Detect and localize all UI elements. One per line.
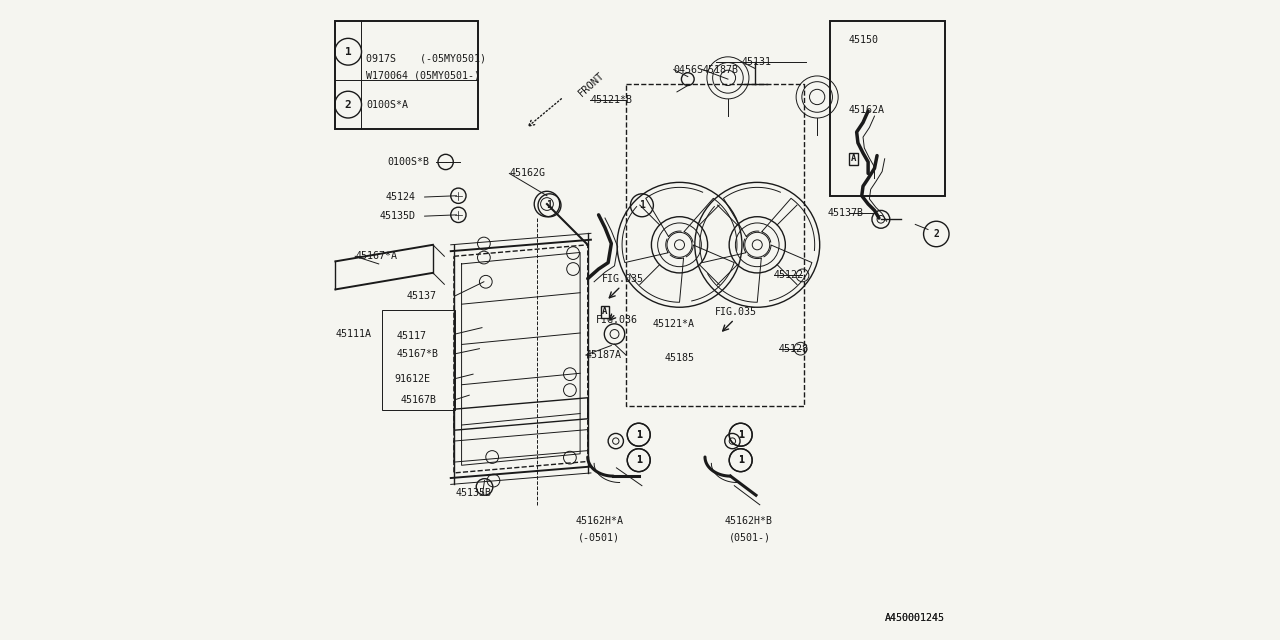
Text: 2: 2 (933, 229, 940, 239)
Text: 45167*B: 45167*B (397, 349, 439, 359)
Text: 45128: 45128 (780, 344, 809, 354)
Text: 1: 1 (737, 429, 744, 440)
Text: 45187A: 45187A (586, 350, 622, 360)
Text: 45162H*B: 45162H*B (724, 516, 772, 525)
Text: 45150: 45150 (849, 35, 879, 45)
Text: 45131: 45131 (742, 57, 772, 67)
Text: (-0501): (-0501) (579, 533, 621, 543)
Text: 45121*A: 45121*A (653, 319, 695, 330)
Text: 1: 1 (639, 200, 645, 211)
Text: 0100S*B: 0100S*B (388, 157, 430, 167)
Text: 45117: 45117 (397, 331, 426, 341)
Text: W170064 (05MY0501-): W170064 (05MY0501-) (366, 70, 480, 81)
Text: 0456S: 0456S (673, 65, 704, 75)
Text: 1: 1 (547, 200, 553, 211)
Text: 1: 1 (737, 429, 744, 440)
Text: A450001245: A450001245 (884, 613, 945, 623)
Text: 1: 1 (737, 455, 744, 465)
Text: 45124: 45124 (385, 192, 416, 202)
Text: 45162G: 45162G (509, 168, 545, 179)
Text: 1: 1 (636, 429, 641, 440)
Text: 45185: 45185 (664, 353, 694, 364)
Text: 2: 2 (344, 100, 352, 109)
Text: 1: 1 (636, 455, 641, 465)
Text: 45137B: 45137B (828, 208, 864, 218)
Text: (0501-): (0501-) (728, 533, 771, 543)
Bar (381, 310, 456, 410)
Text: A: A (851, 154, 856, 163)
Text: 45162A: 45162A (849, 105, 884, 115)
Text: FIG.035: FIG.035 (716, 307, 758, 317)
Text: 0917S    (-05MY0501): 0917S (-05MY0501) (366, 53, 486, 63)
Text: A: A (603, 307, 608, 316)
Text: 1: 1 (636, 429, 641, 440)
Text: 45135D: 45135D (380, 211, 416, 221)
Text: 91612E: 91612E (394, 374, 430, 383)
Text: 45167B: 45167B (401, 395, 436, 404)
Text: FRONT: FRONT (576, 70, 607, 99)
Text: 1: 1 (636, 455, 641, 465)
Bar (335, 20, 477, 129)
Text: 45121*B: 45121*B (590, 95, 632, 105)
Text: 45187B: 45187B (703, 65, 739, 75)
Text: 45137: 45137 (406, 291, 436, 301)
Text: FIG.035: FIG.035 (602, 273, 644, 284)
Text: 45122: 45122 (774, 270, 804, 280)
Text: 1: 1 (737, 455, 744, 465)
Bar (829, 20, 945, 196)
Text: 1: 1 (344, 47, 352, 57)
Text: 45167*A: 45167*A (355, 252, 397, 261)
Text: 0100S*A: 0100S*A (366, 100, 408, 109)
Text: 45135B: 45135B (456, 488, 492, 499)
Text: 45111A: 45111A (335, 329, 371, 339)
Text: 45162H*A: 45162H*A (575, 516, 623, 525)
Text: A450001245: A450001245 (884, 613, 945, 623)
Text: FIG.036: FIG.036 (595, 315, 637, 325)
